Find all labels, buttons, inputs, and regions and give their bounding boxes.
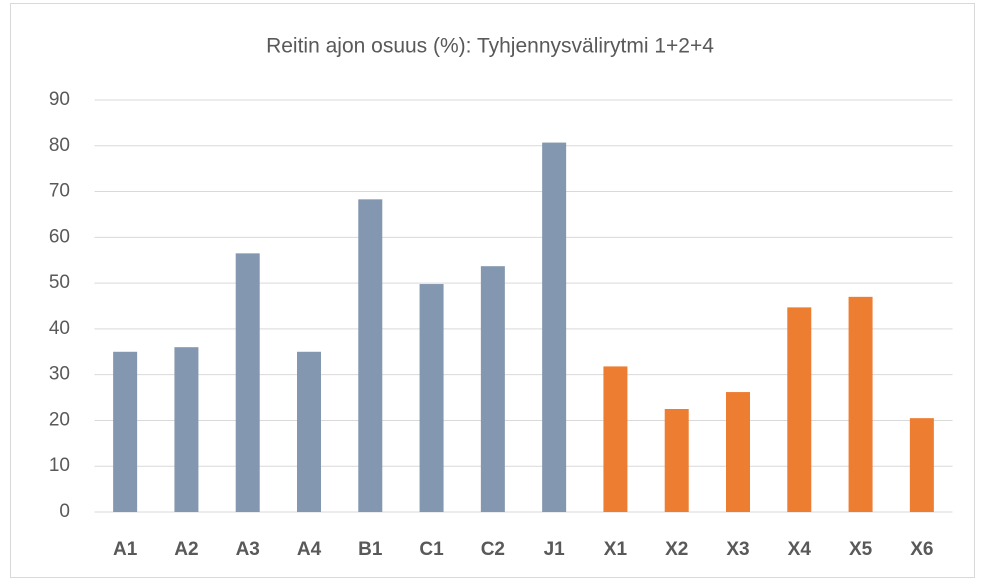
bar <box>235 253 260 512</box>
y-tick-label: 70 <box>49 181 70 202</box>
y-tick-label: 90 <box>49 89 70 110</box>
chart-title: Reitin ajon osuus (%): Tyhjennysvälirytm… <box>266 35 714 58</box>
bar <box>480 266 505 512</box>
x-tick-label: X5 <box>849 539 873 560</box>
bar <box>542 142 567 512</box>
bar <box>848 296 873 512</box>
bar <box>113 351 138 512</box>
x-tick-label: X6 <box>910 539 933 560</box>
bar <box>787 307 812 512</box>
x-tick-label: A2 <box>174 539 198 560</box>
bar <box>603 366 628 512</box>
bar <box>726 392 750 512</box>
bar <box>297 351 321 512</box>
y-tick-label: 40 <box>49 318 70 339</box>
x-tick-label: C1 <box>419 539 444 560</box>
y-tick-label: 0 <box>59 501 70 522</box>
bar <box>909 418 934 512</box>
x-tick-label: X4 <box>788 539 812 560</box>
bar <box>664 409 689 512</box>
x-tick-label: C2 <box>481 539 505 560</box>
y-tick-label: 30 <box>49 364 70 385</box>
x-tick-label: A4 <box>297 539 322 560</box>
x-tick-label: X2 <box>665 539 688 560</box>
y-tick-label: 80 <box>49 135 70 156</box>
bar <box>419 284 444 512</box>
bar <box>174 347 199 512</box>
y-tick-label: 10 <box>49 455 70 476</box>
x-tick-label: X1 <box>604 539 628 560</box>
x-tick-label: B1 <box>358 539 383 560</box>
x-tick-label: J1 <box>544 539 566 560</box>
y-tick-label: 60 <box>49 226 70 247</box>
x-tick-label: A1 <box>113 539 138 560</box>
x-tick-label: X3 <box>726 539 749 560</box>
bar <box>358 199 383 513</box>
y-tick-label: 50 <box>49 272 70 293</box>
y-tick-label: 20 <box>49 409 70 430</box>
x-tick-label: A3 <box>236 539 260 560</box>
